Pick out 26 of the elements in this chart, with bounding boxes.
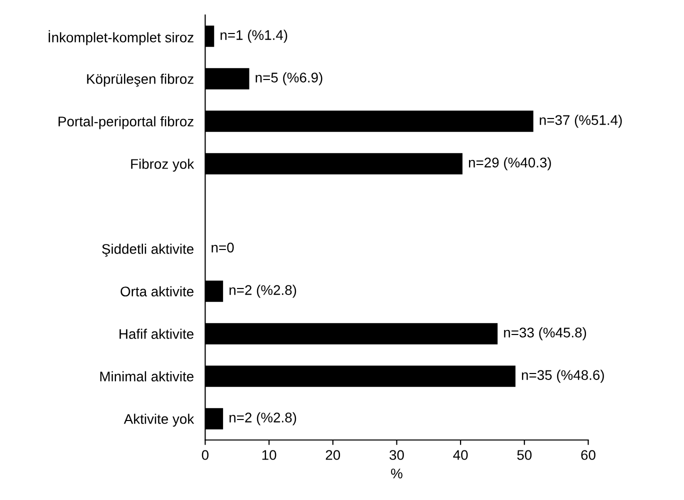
data-label: n=33 (%45.8) — [504, 327, 586, 340]
y-tick-label: Minimal aktivite — [100, 371, 194, 382]
data-label: n=29 (%40.3) — [468, 157, 551, 170]
x-tick-label: 10 — [262, 450, 276, 460]
x-tick-label: 40 — [453, 450, 468, 460]
x-tick-label: 60 — [581, 450, 596, 460]
y-tick-label: Hafif aktivite — [120, 328, 194, 339]
y-tick-label: Fibroz yok — [131, 158, 194, 172]
x-tick-label: 50 — [517, 450, 532, 460]
data-label: n=35 (%48.6) — [522, 370, 604, 383]
data-label: n=5 (%6.9) — [256, 72, 322, 86]
y-tick-label: Şiddetli aktivite — [102, 244, 194, 257]
data-label: n=2 (%2.8) — [230, 284, 296, 298]
data-label: n=2 (%2.8) — [230, 412, 296, 426]
y-tick-label: Aktivite yok — [124, 414, 194, 427]
y-tick-label: Orta aktivite — [120, 286, 194, 296]
y-tick-label: Köprüleşen fibroz — [87, 74, 194, 87]
x-tick-label: 20 — [326, 450, 340, 460]
data-label: n=1 (%1.4) — [220, 30, 288, 43]
y-tick-label: Portal-periportal fibroz — [58, 116, 194, 130]
x-tick-label: 30 — [390, 450, 404, 460]
data-label: n=37 (%51.4) — [540, 114, 622, 128]
y-tick-label: İnkomplet-komplet siroz — [48, 30, 194, 46]
data-label: n=0 — [212, 242, 234, 252]
x-axis-title: % — [391, 468, 402, 478]
x-tick-label: 0 — [202, 450, 209, 460]
